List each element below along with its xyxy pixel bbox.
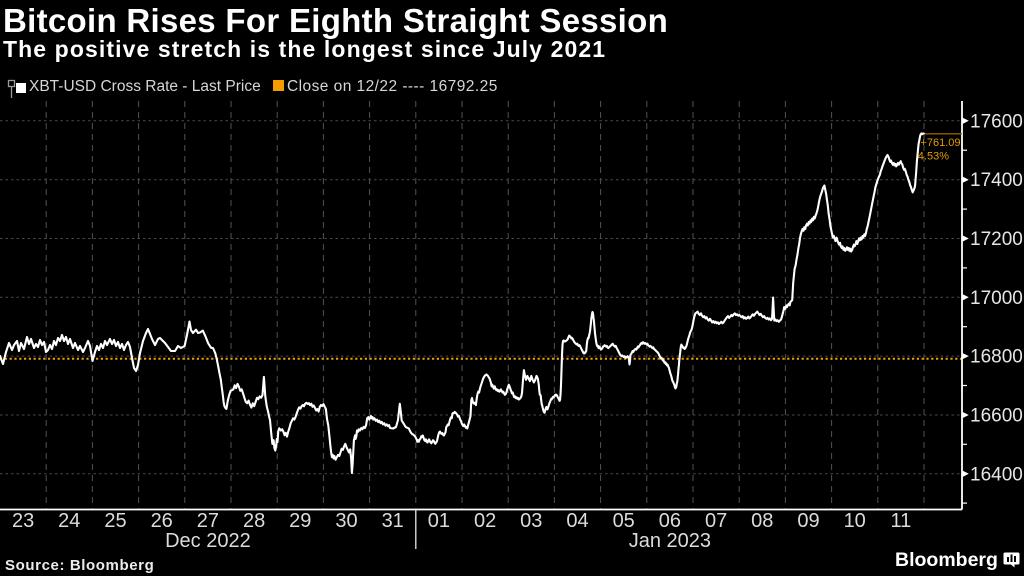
- svg-text:17400: 17400: [970, 170, 1023, 191]
- svg-text:17200: 17200: [970, 229, 1023, 250]
- svg-text:03: 03: [520, 510, 542, 532]
- svg-text:17600: 17600: [970, 111, 1023, 132]
- svg-text:29: 29: [289, 510, 311, 532]
- svg-text:04: 04: [566, 510, 588, 532]
- svg-text:01: 01: [428, 510, 450, 532]
- svg-text:09: 09: [797, 510, 819, 532]
- svg-text:+761.09: +761.09: [920, 137, 960, 149]
- svg-text:06: 06: [659, 510, 681, 532]
- svg-text:30: 30: [335, 510, 357, 532]
- svg-text:23: 23: [12, 510, 34, 532]
- svg-text:28: 28: [243, 510, 265, 532]
- svg-text:25: 25: [104, 510, 126, 532]
- svg-text:17000: 17000: [970, 288, 1023, 309]
- svg-text:08: 08: [751, 510, 773, 532]
- svg-text:27: 27: [197, 510, 219, 532]
- svg-text:Jan 2023: Jan 2023: [629, 530, 711, 552]
- svg-text:Dec 2022: Dec 2022: [165, 530, 251, 552]
- svg-text:31: 31: [382, 510, 404, 532]
- svg-text:02: 02: [474, 510, 496, 532]
- svg-text:05: 05: [613, 510, 635, 532]
- svg-text:10: 10: [844, 510, 866, 532]
- svg-text:07: 07: [705, 510, 727, 532]
- svg-text:16800: 16800: [970, 347, 1023, 368]
- svg-text:16400: 16400: [970, 464, 1023, 485]
- svg-text:11: 11: [891, 510, 912, 532]
- svg-text:24: 24: [58, 510, 80, 532]
- svg-text:4.53%: 4.53%: [918, 151, 949, 163]
- svg-text:16600: 16600: [970, 406, 1023, 427]
- svg-text:26: 26: [151, 510, 173, 532]
